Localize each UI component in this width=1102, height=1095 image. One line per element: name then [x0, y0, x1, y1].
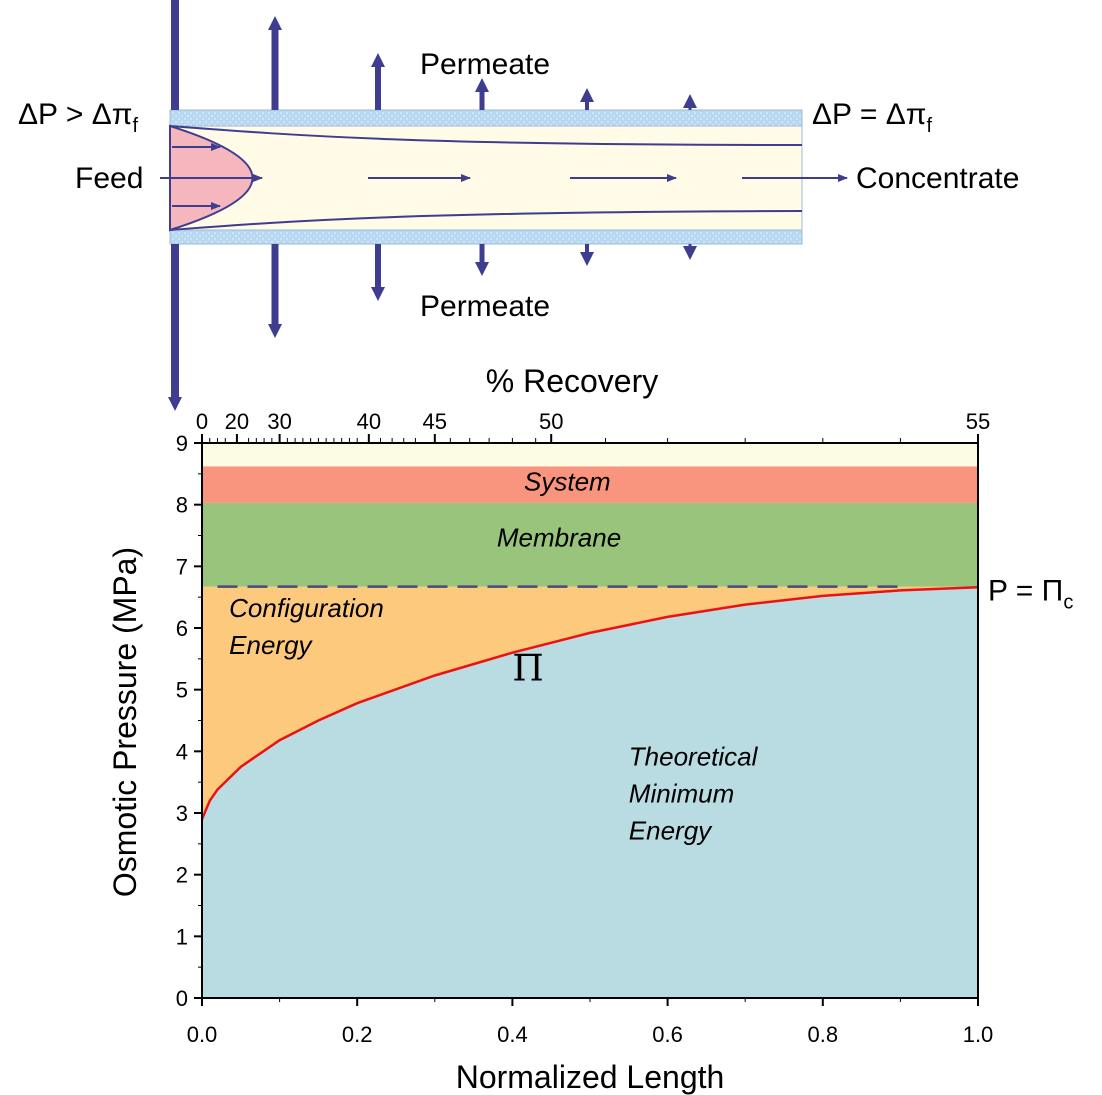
- y-tick-label: 1: [176, 924, 188, 949]
- y-tick-label: 5: [176, 678, 188, 703]
- permeate-down-arrowhead: [268, 324, 282, 338]
- y-tick-label: 6: [176, 616, 188, 641]
- x-tick-label: 0.6: [652, 1022, 683, 1047]
- osmotic-pressure-curve: [200, 586, 979, 820]
- permeate-up-arrowhead: [683, 94, 697, 108]
- y-tick-label: 4: [176, 739, 188, 764]
- band-label-1-0: Configuration: [229, 593, 384, 623]
- y-tick-label: 7: [176, 554, 188, 579]
- channel: [169, 125, 803, 231]
- band-label-0-0: Theoretical: [629, 742, 759, 772]
- membrane-top: [169, 109, 803, 127]
- right-condition-main: ΔP = Δπ: [812, 98, 926, 131]
- x-tick-label: 1.0: [963, 1022, 994, 1047]
- right-condition-subscript: f: [926, 115, 932, 137]
- permeate-arrows: [168, 0, 697, 411]
- concentrate-label: Concentrate: [856, 162, 1019, 195]
- top-tick-label: 30: [267, 409, 291, 434]
- y-tick-label: 8: [176, 493, 188, 518]
- left-pressure-condition: ΔP > Δπf: [18, 98, 138, 137]
- energy-band-1: [202, 586, 978, 820]
- top-tick-label: 0: [196, 409, 208, 434]
- top-tick-label: 50: [539, 409, 563, 434]
- band-labels: Theoretical Minimum Energy Configuration Ene…: [229, 466, 758, 845]
- band-label-0-1: Minimum: [629, 779, 734, 809]
- osmotic-pressure-chart: Theoretical Minimum Energy Configuration Ene…: [107, 363, 1073, 1095]
- concentrate-pressure-main: P = Π: [988, 575, 1063, 608]
- y-tick-label: 3: [176, 801, 188, 826]
- membrane-bottom: [169, 229, 803, 245]
- x-tick-label: 0.0: [187, 1022, 218, 1047]
- permeate-up-arrowhead: [268, 16, 282, 30]
- band-label-1-1: Energy: [229, 630, 313, 660]
- energy-band-2: [202, 502, 978, 587]
- top-tick-label: 40: [357, 409, 381, 434]
- concentrate-pressure-subscript: c: [1063, 592, 1073, 614]
- left-condition-subscript: f: [132, 115, 138, 137]
- band-label-0-2: Energy: [629, 816, 713, 846]
- energy-band-4: [202, 443, 978, 467]
- y-tick-label: 0: [176, 986, 188, 1011]
- band-label-2-0: Membrane: [497, 523, 621, 553]
- permeate-up-arrowhead: [371, 53, 385, 67]
- permeate-up-arrowhead: [580, 88, 594, 102]
- x-axis-label: Normalized Length: [456, 1059, 725, 1095]
- boundary-layer-top: [169, 125, 803, 146]
- x-tick-label: 0.2: [342, 1022, 373, 1047]
- permeate-down-arrowhead: [168, 397, 182, 411]
- permeate-up-arrowhead: [475, 78, 489, 92]
- y-axis-label: Osmotic Pressure (MPa): [107, 547, 143, 897]
- concentrate-pressure-label: P = Πc: [988, 575, 1073, 614]
- top-axis-label: % Recovery: [486, 363, 659, 399]
- permeate-bottom-label: Permeate: [420, 290, 550, 323]
- permeate-top-label: Permeate: [420, 48, 550, 81]
- permeate-down-arrowhead: [580, 252, 594, 266]
- membrane-channel-diagram: Permeate Permeate Feed Concentrate ΔP > …: [18, 0, 1019, 411]
- curve-label: Π: [512, 648, 543, 689]
- x-tick-label: 0.8: [808, 1022, 839, 1047]
- top-tick-label: 45: [423, 409, 447, 434]
- right-pressure-condition: ΔP = Δπf: [812, 98, 932, 137]
- y-tick-label: 2: [176, 863, 188, 888]
- band-label-3-0: System: [524, 466, 611, 496]
- permeate-down-arrowhead: [475, 262, 489, 276]
- permeate-down-arrowhead: [371, 287, 385, 301]
- feed-label: Feed: [75, 162, 143, 195]
- x-tick-label: 0.4: [497, 1022, 528, 1047]
- feed-arrows: [160, 143, 263, 210]
- top-tick-label: 55: [966, 409, 990, 434]
- top-tick-label: 20: [225, 409, 249, 434]
- energy-band-3: [202, 466, 978, 503]
- permeate-down-arrowhead: [683, 246, 697, 260]
- boundary-layer-bottom: [169, 210, 803, 231]
- left-condition-main: ΔP > Δπ: [18, 98, 132, 131]
- y-tick-label: 9: [176, 431, 188, 456]
